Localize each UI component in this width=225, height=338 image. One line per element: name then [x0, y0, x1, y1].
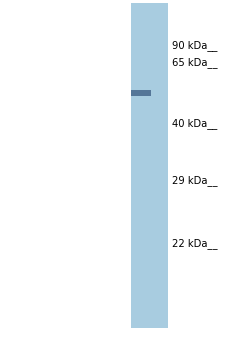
Text: 22 kDa__: 22 kDa__ — [172, 238, 218, 249]
Text: 65 kDa__: 65 kDa__ — [172, 57, 218, 68]
Text: 90 kDa__: 90 kDa__ — [172, 40, 218, 51]
Text: 40 kDa__: 40 kDa__ — [172, 118, 218, 129]
Bar — [131, 3, 168, 328]
Bar — [131, 90, 151, 96]
Text: 29 kDa__: 29 kDa__ — [172, 175, 218, 186]
